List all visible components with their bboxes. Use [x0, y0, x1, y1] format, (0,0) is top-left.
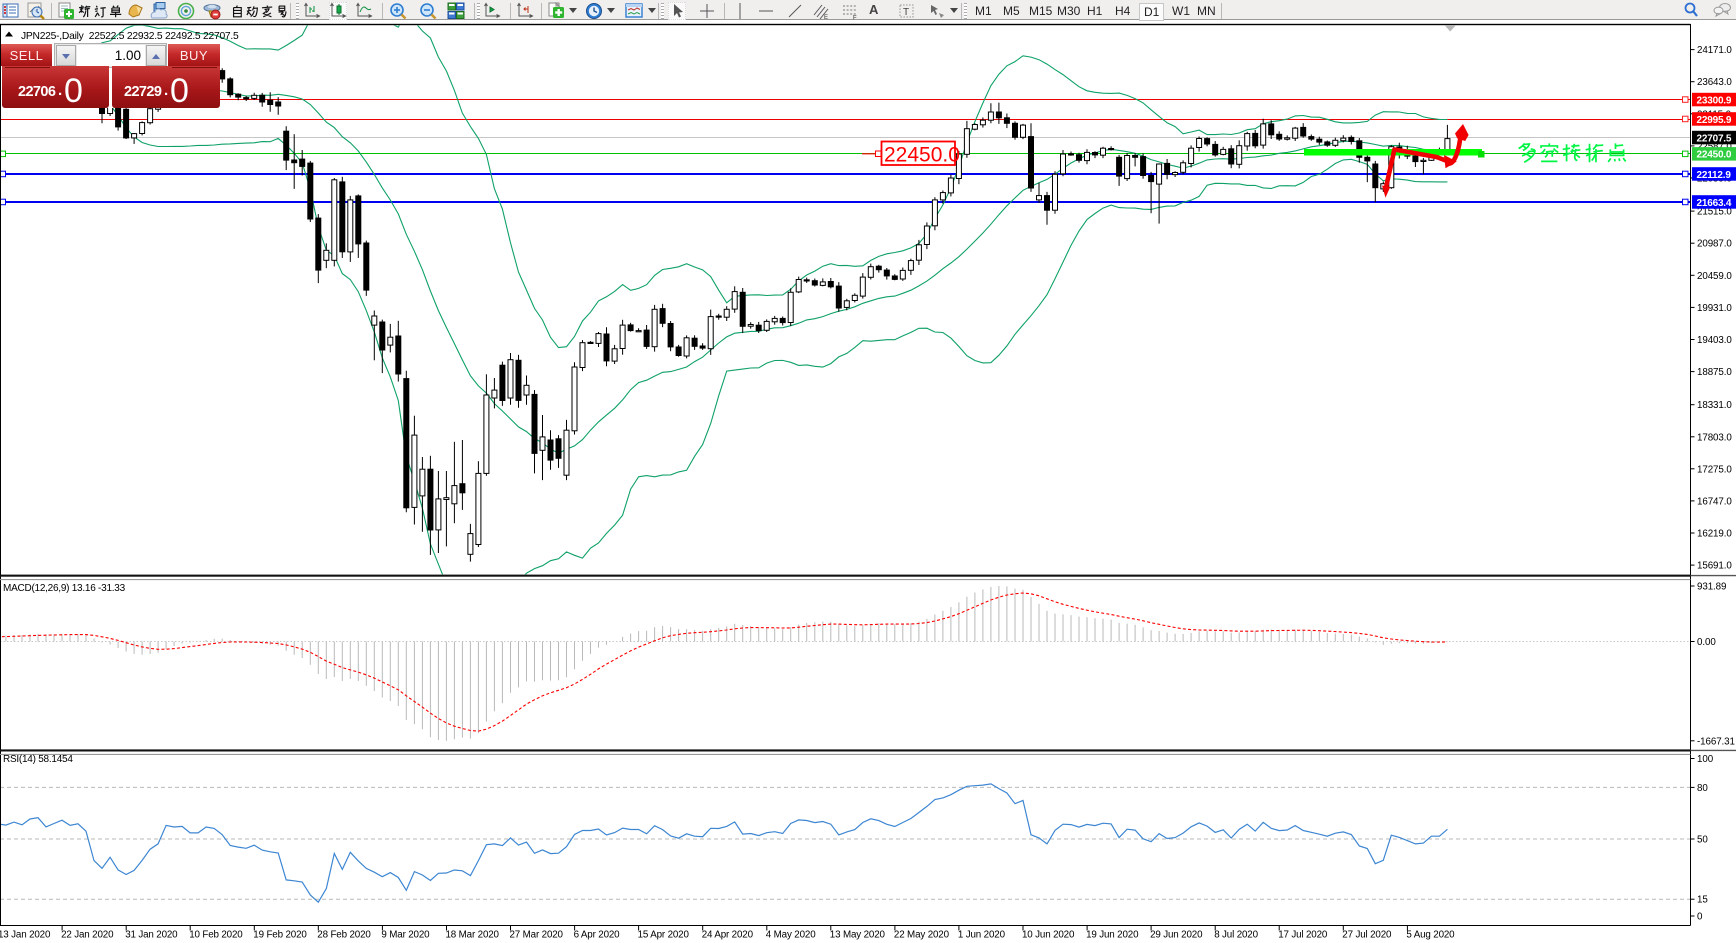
- svg-text:MACD(12,26,9) 13.16 -31.33: MACD(12,26,9) 13.16 -31.33: [3, 583, 126, 594]
- svg-text:27 Jul 2020: 27 Jul 2020: [1342, 930, 1392, 941]
- svg-text:22 May 2020: 22 May 2020: [894, 930, 950, 941]
- svg-text:24171.0: 24171.0: [1697, 45, 1732, 56]
- svg-text:19403.0: 19403.0: [1697, 335, 1732, 346]
- svg-text:23300.9: 23300.9: [1697, 95, 1732, 106]
- svg-text:50: 50: [1697, 835, 1708, 846]
- svg-text:21515.0: 21515.0: [1697, 207, 1732, 218]
- svg-text:5 Aug 2020: 5 Aug 2020: [1406, 930, 1455, 941]
- svg-text:23643.0: 23643.0: [1697, 77, 1732, 88]
- svg-text:21663.4: 21663.4: [1697, 198, 1732, 209]
- svg-text:18 Mar 2020: 18 Mar 2020: [446, 930, 500, 941]
- svg-text:0.00: 0.00: [1697, 637, 1716, 648]
- svg-text:29 Jun 2020: 29 Jun 2020: [1150, 930, 1203, 941]
- svg-text:16219.0: 16219.0: [1697, 529, 1732, 540]
- svg-text:18331.0: 18331.0: [1697, 400, 1732, 411]
- svg-text:RSI(14) 58.1454: RSI(14) 58.1454: [3, 754, 73, 765]
- svg-text:8 Jul 2020: 8 Jul 2020: [1214, 930, 1258, 941]
- svg-text:80: 80: [1697, 783, 1708, 794]
- svg-text:15 Apr 2020: 15 Apr 2020: [638, 930, 690, 941]
- svg-text:19 Feb 2020: 19 Feb 2020: [253, 930, 307, 941]
- svg-text:9 Mar 2020: 9 Mar 2020: [381, 930, 430, 941]
- svg-text:24 Apr 2020: 24 Apr 2020: [702, 930, 754, 941]
- svg-text:22587.0: 22587.0: [1697, 141, 1732, 152]
- svg-text:10 Feb 2020: 10 Feb 2020: [189, 930, 243, 941]
- svg-text:100: 100: [1697, 754, 1714, 765]
- svg-text:31 Jan 2020: 31 Jan 2020: [125, 930, 178, 941]
- svg-text:E: E: [824, 15, 828, 20]
- svg-text:20987.0: 20987.0: [1697, 239, 1732, 250]
- svg-text:13 Jan 2020: 13 Jan 2020: [0, 930, 51, 941]
- svg-text:19 Jun 2020: 19 Jun 2020: [1086, 930, 1139, 941]
- svg-text:22112.9: 22112.9: [1697, 170, 1732, 181]
- svg-text:13 May 2020: 13 May 2020: [830, 930, 886, 941]
- svg-text:-1667.31: -1667.31: [1697, 736, 1735, 747]
- svg-text:T: T: [903, 7, 909, 18]
- svg-text:22450.0: 22450.0: [884, 144, 960, 167]
- svg-text:17803.0: 17803.0: [1697, 432, 1732, 443]
- svg-text:22995.9: 22995.9: [1697, 115, 1732, 126]
- svg-text:6 Apr 2020: 6 Apr 2020: [574, 930, 621, 941]
- svg-text:4 May 2020: 4 May 2020: [766, 930, 816, 941]
- svg-text:15: 15: [1697, 895, 1708, 906]
- svg-text:16747.0: 16747.0: [1697, 496, 1732, 507]
- svg-text:17275.0: 17275.0: [1697, 464, 1732, 475]
- svg-text:20459.0: 20459.0: [1697, 271, 1732, 282]
- svg-text:1 Jun 2020: 1 Jun 2020: [958, 930, 1006, 941]
- svg-text:22450.0: 22450.0: [1697, 150, 1732, 161]
- svg-text:18875.0: 18875.0: [1697, 367, 1732, 378]
- svg-text:28 Feb 2020: 28 Feb 2020: [317, 930, 371, 941]
- svg-text:27 Mar 2020: 27 Mar 2020: [510, 930, 564, 941]
- svg-text:10 Jun 2020: 10 Jun 2020: [1022, 930, 1075, 941]
- svg-text:17 Jul 2020: 17 Jul 2020: [1278, 930, 1328, 941]
- svg-text:15691.0: 15691.0: [1697, 561, 1732, 572]
- svg-text:19931.0: 19931.0: [1697, 303, 1732, 314]
- svg-text:931.89: 931.89: [1697, 582, 1726, 593]
- svg-text:0: 0: [1697, 912, 1703, 923]
- svg-text:22 Jan 2020: 22 Jan 2020: [61, 930, 114, 941]
- svg-text:F: F: [853, 16, 857, 21]
- svg-text:22707.5: 22707.5: [1697, 133, 1732, 144]
- svg-text:JPN225-,Daily 22522.5 22932.5: JPN225-,Daily 22522.5 22932.5 22492.5 22…: [21, 31, 239, 42]
